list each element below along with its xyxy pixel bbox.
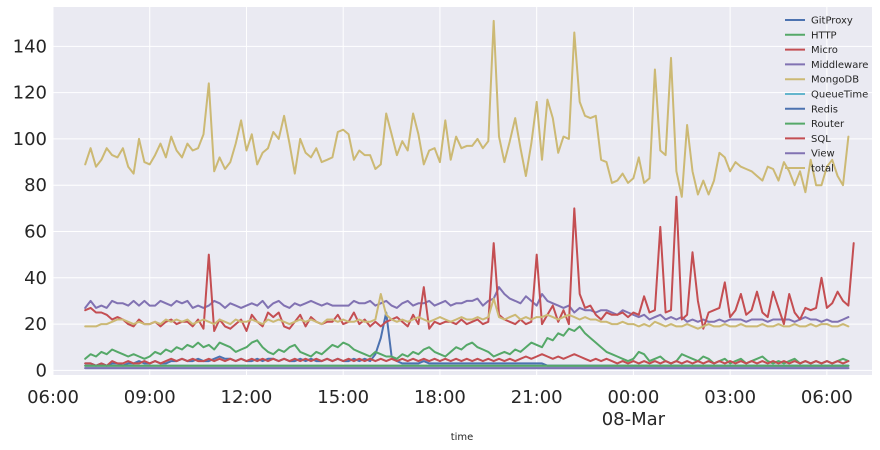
y-tick-label: 20 xyxy=(24,314,47,335)
legend-label: Redis xyxy=(811,104,838,115)
series-line-total xyxy=(84,293,850,330)
x-axis-label: time xyxy=(451,432,474,443)
x-tick-label: 21:00 xyxy=(511,387,563,408)
series-line-micro xyxy=(84,353,850,367)
y-tick-label: 60 xyxy=(24,222,47,243)
series-lines xyxy=(84,19,855,370)
y-tick-label: 140 xyxy=(13,36,47,57)
plot-background xyxy=(53,7,872,375)
grid-lines xyxy=(52,7,872,375)
y-tick-label: 120 xyxy=(13,83,47,104)
legend-label: GitProxy xyxy=(811,16,853,27)
legend-label: Middleware xyxy=(811,60,868,71)
y-tick-label: 100 xyxy=(13,129,47,150)
y-tick-label: 80 xyxy=(24,175,47,196)
x-tick-label: 06:00 xyxy=(27,387,79,408)
legend: GitProxy HTTP Micro Middleware MongoDB QueueT… xyxy=(785,16,868,175)
legend-label: Micro xyxy=(811,45,838,56)
legend-label: QueueTime xyxy=(811,90,868,101)
x-tick-label: 18:00 xyxy=(414,387,466,408)
series-line-http xyxy=(84,325,850,365)
x-tick-label: 00:00 xyxy=(607,387,659,408)
legend-label: MongoDB xyxy=(811,75,859,86)
series-line-sql xyxy=(84,195,855,332)
y-axis-ticks: 0 20 40 60 80 100 120 140 xyxy=(13,36,47,381)
legend-label: total xyxy=(811,164,834,175)
y-tick-label: 0 xyxy=(36,360,47,381)
x-tick-label: 06:00 xyxy=(801,387,853,408)
x-axis-ticks: 06:00 09:00 12:00 15:00 18:00 21:00 00:0008-Ma… xyxy=(27,387,853,430)
legend-label: View xyxy=(811,149,835,160)
x-tick-sublabel: 08-Mar xyxy=(602,409,666,430)
x-tick-label: 15:00 xyxy=(317,387,369,408)
x-tick-label: 09:00 xyxy=(124,387,176,408)
legend-label: SQL xyxy=(811,134,831,145)
legend-label: HTTP xyxy=(811,30,837,41)
x-tick-label: 12:00 xyxy=(221,387,273,408)
legend-label: Router xyxy=(811,119,845,130)
y-tick-label: 40 xyxy=(24,268,47,289)
series-line-mongodb xyxy=(84,19,850,198)
x-tick-label: 03:00 xyxy=(704,387,756,408)
